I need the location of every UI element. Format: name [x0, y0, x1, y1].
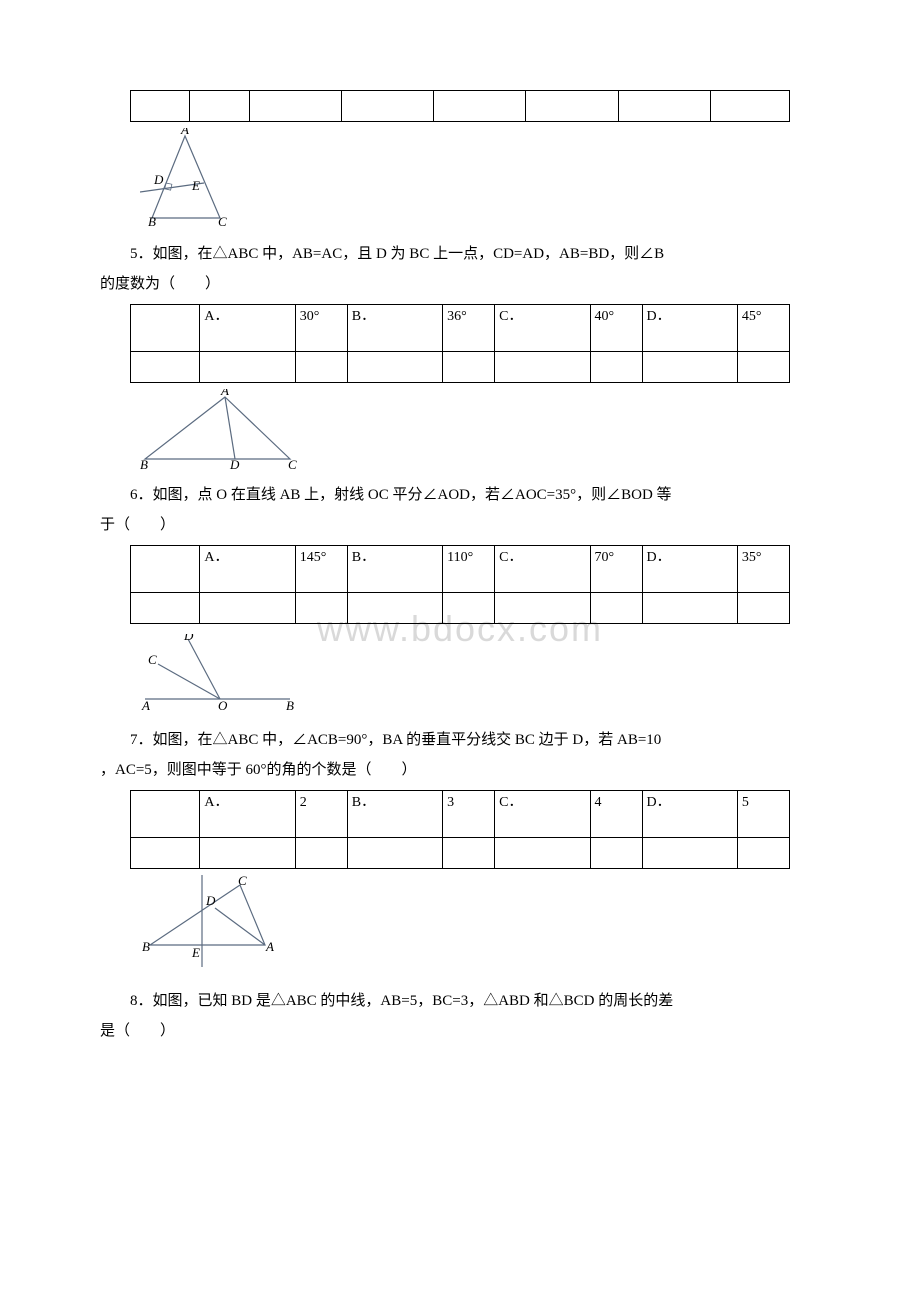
- q6-text2: 于（ ）: [100, 513, 820, 537]
- q8-text: 8．如图，已知 BD 是△ABC 的中线，AB=5，BC=3，△ABD 和△BC…: [100, 989, 820, 1013]
- q5-options-table: A． 30° B． 36° C． 40° D． 45°: [130, 304, 790, 383]
- opt-B-letter: B．: [347, 790, 442, 837]
- figure-q6: A B O C D: [140, 634, 820, 722]
- opt-C-letter: C．: [495, 305, 590, 352]
- q6-options-table: A． 145° B． 110° C． 70° D． 35°: [130, 545, 790, 624]
- label-C: C: [288, 457, 297, 469]
- q7-text2: ，AC=5，则图中等于 60°的角的个数是（ ）: [100, 758, 820, 782]
- opt-C-value: 40°: [590, 305, 642, 352]
- opt-B-letter: B．: [347, 305, 442, 352]
- opt-D-letter: D．: [642, 790, 737, 837]
- label-D: D: [229, 457, 240, 469]
- label-C: C: [238, 875, 247, 888]
- label-B: B: [148, 214, 156, 228]
- label-A: A: [180, 128, 189, 137]
- figure-q4: A B C D E: [140, 128, 820, 236]
- opt-A-value: 2: [295, 790, 347, 837]
- opt-A-letter: A．: [200, 546, 295, 593]
- opt-B-value: 110°: [443, 546, 495, 593]
- opt-A-value: 145°: [295, 546, 347, 593]
- label-C: C: [148, 652, 157, 667]
- opt-A-letter: A．: [200, 305, 295, 352]
- label-A: A: [265, 939, 274, 954]
- label-A: A: [220, 389, 229, 398]
- q7-options-table: A． 2 B． 3 C． 4 D． 5: [130, 790, 790, 869]
- q5-text: 5．如图，在△ABC 中，AB=AC，且 D 为 BC 上一点，CD=AD，AB…: [100, 242, 820, 266]
- opt-A-letter: A．: [200, 790, 295, 837]
- table-prev-blank: [130, 90, 790, 122]
- label-A: A: [141, 698, 150, 713]
- opt-B-value: 3: [443, 790, 495, 837]
- opt-A-value: 30°: [295, 305, 347, 352]
- label-B: B: [140, 457, 148, 469]
- figure-q5: A B C D: [140, 389, 820, 477]
- label-D: D: [183, 634, 194, 643]
- opt-C-letter: C．: [495, 790, 590, 837]
- opt-D-value: 45°: [737, 305, 789, 352]
- label-B: B: [142, 939, 150, 954]
- q6-text: 6．如图，点 O 在直线 AB 上，射线 OC 平分∠AOD，若∠AOC=35°…: [100, 483, 820, 507]
- label-O: O: [218, 698, 228, 713]
- q8-text2: 是（ ）: [100, 1019, 820, 1043]
- opt-C-value: 70°: [590, 546, 642, 593]
- opt-C-value: 4: [590, 790, 642, 837]
- label-B: B: [286, 698, 294, 713]
- opt-D-value: 35°: [737, 546, 789, 593]
- label-D: D: [153, 172, 164, 187]
- label-C: C: [218, 214, 227, 228]
- q7-text: 7．如图，在△ABC 中，∠ACB=90°，BA 的垂直平分线交 BC 边于 D…: [100, 728, 820, 752]
- opt-B-letter: B．: [347, 546, 442, 593]
- figure-q7: C A B D E: [140, 875, 820, 983]
- q5-text2: 的度数为（ ）: [100, 272, 820, 296]
- opt-D-value: 5: [737, 790, 789, 837]
- opt-D-letter: D．: [642, 305, 737, 352]
- opt-D-letter: D．: [642, 546, 737, 593]
- opt-C-letter: C．: [495, 546, 590, 593]
- label-D: D: [205, 893, 216, 908]
- label-E: E: [191, 178, 200, 193]
- label-E: E: [191, 945, 200, 960]
- opt-B-value: 36°: [443, 305, 495, 352]
